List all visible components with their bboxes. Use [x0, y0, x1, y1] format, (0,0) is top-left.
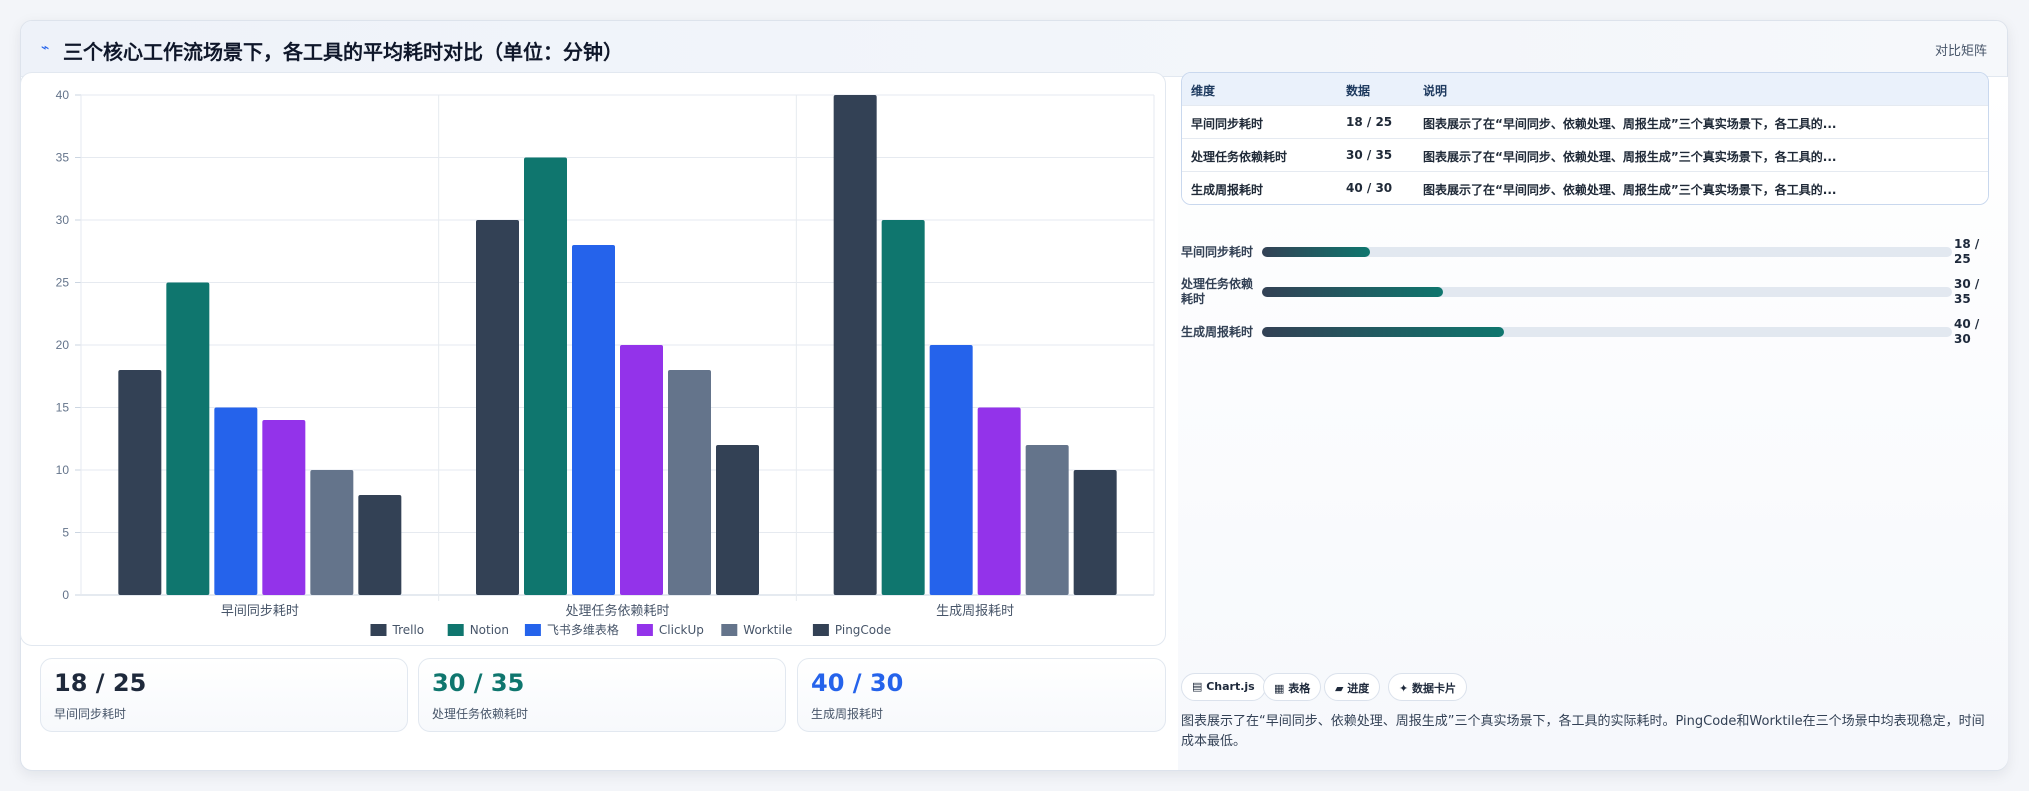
legend-swatch: [370, 624, 387, 636]
table-row: 早间同步耗时 18 / 25 图表展示了在“早间同步、依赖处理、周报生成”三个真…: [1182, 106, 1988, 139]
bar: [668, 370, 711, 595]
legend-swatch: [636, 624, 653, 636]
y-tick-label: 30: [56, 213, 70, 227]
progress-row-morning: 早间同步耗时 18 / 25: [1181, 237, 1989, 279]
legend-label: Notion: [470, 623, 509, 637]
progress-fill: [1262, 327, 1504, 337]
bar: [1073, 470, 1117, 595]
y-tick-label: 40: [56, 88, 70, 102]
chip-data-card[interactable]: ✦ 数据卡片: [1388, 673, 1468, 701]
bar: [833, 95, 877, 595]
data-table: 维度 数据 说明 早间同步耗时 18 / 25 图表展示了在“早间同步、依赖处理…: [1181, 72, 1989, 205]
progress-value: 30 / 35: [1954, 277, 1980, 306]
bar: [1025, 445, 1069, 595]
stat-label: 生成周报耗时: [811, 707, 884, 721]
legend-swatch: [812, 624, 829, 636]
legend-label: PingCode: [835, 623, 891, 637]
table-header-data: 数据: [1346, 84, 1371, 98]
bar: [262, 420, 306, 595]
table-cell-dimension: 处理任务依赖耗时: [1191, 150, 1288, 164]
table-header-dimension: 维度: [1191, 84, 1216, 98]
legend-swatch: [447, 624, 464, 636]
table-cell-description: 图表展示了在“早间同步、依赖处理、周报生成”三个真实场景下，各工具的...: [1423, 117, 1837, 131]
table-cell-data: 18 / 25: [1346, 115, 1393, 129]
progress-fill: [1262, 287, 1443, 297]
bar: [310, 470, 354, 595]
bar: [929, 345, 973, 595]
comparison-matrix-label: 对比矩阵: [1934, 44, 1987, 59]
y-tick-label: 35: [56, 151, 70, 165]
y-tick-label: 0: [62, 588, 69, 602]
table-row: 生成周报耗时 40 / 30 图表展示了在“早间同步、依赖处理、周报生成”三个真…: [1182, 172, 1988, 204]
y-tick-label: 15: [56, 401, 70, 415]
stat-value: 40 / 30: [811, 669, 904, 697]
chip-progress[interactable]: ▰ 进度: [1324, 673, 1381, 701]
progress-fill: [1262, 247, 1370, 257]
bar: [977, 407, 1021, 595]
bar-chart: 0 5 10 15 20 25 30 35 40 早间同步耗时 处理任务依赖耗时 生成周报耗时 Trel…: [56, 88, 1155, 637]
stat-value: 30 / 35: [432, 669, 525, 697]
progress-track: [1262, 327, 1952, 337]
table-cell-data: 30 / 35: [1346, 148, 1393, 162]
progress-value: 40 / 30: [1954, 317, 1980, 346]
legend-label: 飞书多维表格: [547, 622, 619, 637]
progress-label: 生成周报耗时: [1181, 325, 1254, 339]
table-header-description: 说明: [1423, 84, 1448, 98]
chart-panel: 0 5 10 15 20 25 30 35 40 早间同步耗时 处理任务依赖耗时 生成周报耗时 Trel…: [20, 72, 1166, 646]
bar: [881, 220, 925, 595]
bar: [620, 345, 663, 595]
x-tick-label: 早间同步耗时: [221, 604, 299, 619]
progress-row-dependency: 处理任务依赖耗时 30 / 35: [1181, 277, 1989, 313]
summary-text: 图表展示了在“早间同步、依赖处理、周报生成”三个真实场景下，各工具的实际耗时。P…: [1181, 714, 1985, 749]
y-tick-label: 25: [56, 276, 70, 290]
bar: [166, 282, 210, 595]
stat-card-report: 40 / 30 生成周报耗时: [797, 658, 1166, 732]
progress-track: [1262, 287, 1952, 297]
table-cell-dimension: 生成周报耗时: [1191, 183, 1264, 197]
bar: [524, 157, 567, 595]
card-header: ⌁ 三个核心工作流场景下，各工具的平均耗时对比（单位：分钟） 对比矩阵: [21, 21, 2007, 77]
legend-label: Worktile: [743, 623, 792, 637]
stat-card-dependency: 30 / 35 处理任务依赖耗时: [418, 658, 786, 732]
table-cell-dimension: 早间同步耗时: [1191, 117, 1264, 131]
table-cell-description: 图表展示了在“早间同步、依赖处理、周报生成”三个真实场景下，各工具的...: [1423, 150, 1837, 164]
legend-label: Trello: [392, 623, 425, 637]
table-cell-data: 40 / 30: [1346, 181, 1393, 195]
x-tick-label: 处理任务依赖耗时: [565, 603, 669, 619]
bar: [476, 220, 519, 595]
stat-label: 处理任务依赖耗时: [432, 707, 529, 721]
chart-icon: ⌁: [41, 40, 50, 56]
y-tick-label: 5: [62, 526, 69, 540]
progress-label: 早间同步耗时: [1181, 245, 1254, 259]
stat-card-morning: 18 / 25 早间同步耗时: [40, 658, 408, 732]
stat-value: 18 / 25: [54, 669, 147, 697]
chip-table[interactable]: ▦ 表格: [1263, 673, 1322, 701]
bar: [214, 407, 258, 595]
page-title: 三个核心工作流场景下，各工具的平均耗时对比（单位：分钟）: [63, 40, 623, 64]
bar: [118, 370, 162, 595]
bar: [716, 445, 759, 595]
progress-row-report: 生成周报耗时 40 / 30: [1181, 317, 1989, 353]
bar: [358, 495, 402, 595]
legend-label: ClickUp: [659, 623, 704, 637]
table-header-row: 维度 数据 说明: [1182, 73, 1988, 106]
legend-swatch: [721, 624, 738, 636]
progress-value: 18 / 25: [1954, 237, 1980, 266]
progress-track: [1262, 247, 1952, 257]
chip-chartjs[interactable]: ▤ Chart.js: [1181, 673, 1266, 701]
table-row: 处理任务依赖耗时 30 / 35 图表展示了在“早间同步、依赖处理、周报生成”三…: [1182, 139, 1988, 172]
table-cell-description: 图表展示了在“早间同步、依赖处理、周报生成”三个真实场景下，各工具的...: [1423, 183, 1837, 197]
y-tick-label: 20: [56, 338, 70, 352]
progress-label: 处理任务依赖耗时: [1181, 277, 1254, 306]
legend-swatch: [524, 624, 541, 636]
stat-label: 早间同步耗时: [54, 707, 127, 721]
bar: [572, 245, 615, 595]
y-tick-label: 10: [56, 463, 70, 477]
x-tick-label: 生成周报耗时: [936, 604, 1014, 619]
